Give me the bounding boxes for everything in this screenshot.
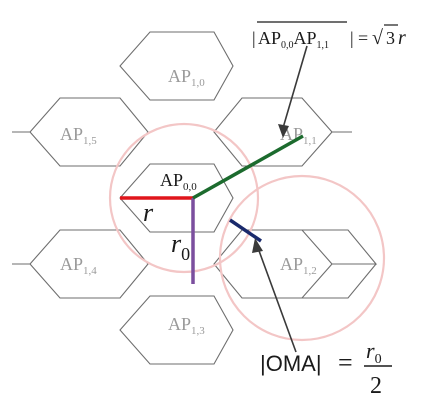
svg-text:AP0,0AP1,1: AP0,0AP1,1: [258, 28, 329, 51]
hex-cell-upper-right: [213, 97, 333, 167]
hex-cell-lower-left: [29, 229, 149, 299]
svg-text:=: =: [358, 28, 368, 48]
svg-text:r: r: [398, 27, 406, 49]
hex-grid: [12, 31, 378, 365]
label-ap-lower-right: AP1,2: [280, 254, 317, 277]
svg-text:=: =: [338, 348, 353, 377]
label-r: r: [143, 198, 154, 227]
svg-text:|: |: [252, 28, 256, 48]
coverage-circle-neighbour: [218, 174, 386, 342]
cell-labels: AP1,0 AP1,1 AP1,5 AP1,2 AP1,4 AP1,3 AP0,…: [60, 66, 317, 337]
svg-text:2: 2: [370, 373, 382, 399]
formula-oma: |OMA| = r0 2: [260, 338, 392, 399]
arrow-distance: [278, 45, 308, 138]
svg-text:√: √: [372, 27, 383, 49]
label-ap-top: AP1,0: [168, 66, 205, 89]
segment-distance: [192, 134, 304, 200]
svg-text:|: |: [350, 28, 354, 48]
svg-text:|OMA|: |OMA|: [260, 351, 322, 376]
hex-edge-outer-right-3: [302, 263, 377, 299]
arrow-oma: [252, 238, 297, 353]
label-ap-lower-left: AP1,4: [60, 254, 97, 277]
label-r0: r0: [171, 229, 190, 264]
svg-text:r0: r0: [366, 338, 382, 367]
hex-cell-top: [119, 31, 234, 101]
label-ap-center: AP0,0: [160, 170, 197, 193]
hex-edge-outer-right-2: [302, 229, 378, 265]
formula-distance: | AP0,0AP1,1 | = √ 3 r: [252, 21, 406, 51]
coverage-circle-center: [108, 122, 260, 274]
svg-text:3: 3: [386, 28, 395, 48]
label-ap-upper-left: AP1,5: [60, 124, 97, 147]
label-ap-bottom: AP1,3: [168, 314, 205, 337]
hex-cell-bottom: [119, 295, 234, 365]
segment-oma: [229, 218, 262, 243]
hex-cell-upper-left: [29, 97, 149, 167]
